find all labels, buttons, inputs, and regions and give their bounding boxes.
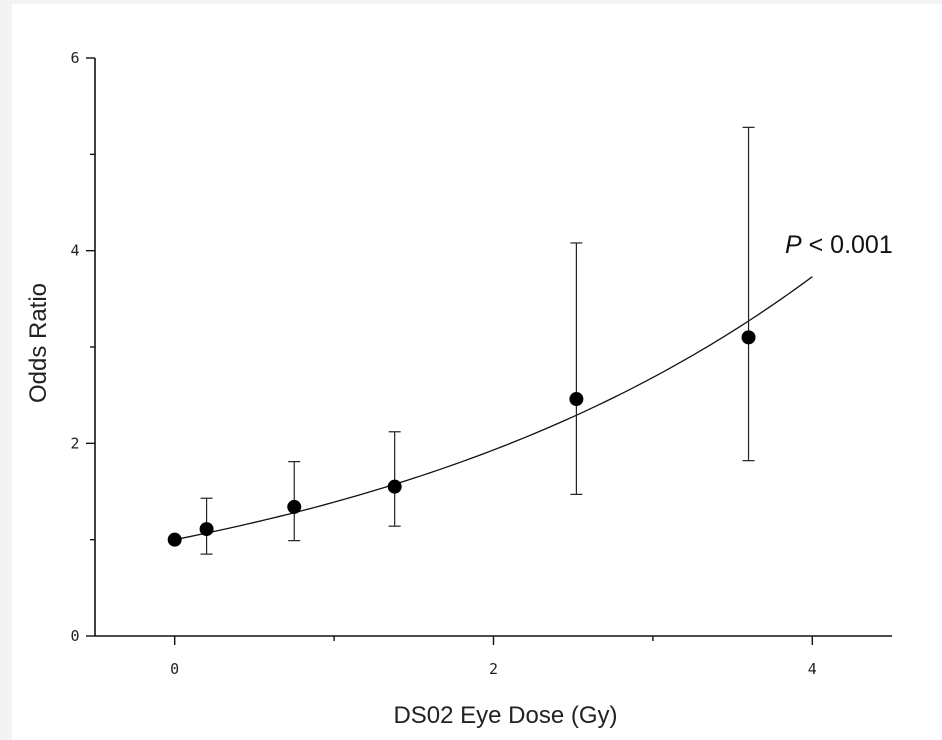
error-bar <box>388 431 401 527</box>
y-axis-label: Odds Ratio <box>25 283 52 403</box>
error-bar <box>742 126 755 462</box>
data-point <box>199 522 214 537</box>
error-bar <box>570 242 583 495</box>
data-point <box>741 330 756 345</box>
error-bars <box>200 126 755 555</box>
p-value-text: < 0.001 <box>802 231 893 259</box>
data-point <box>387 479 402 494</box>
y-tick-label: 4 <box>70 242 79 260</box>
y-tick-label: 0 <box>70 627 79 645</box>
x-tick-label: 4 <box>808 660 817 678</box>
y-tick-label: 2 <box>70 434 79 452</box>
x-tick-label: 0 <box>170 660 179 678</box>
fit-curve-layer <box>174 276 813 541</box>
x-tick-label: 2 <box>489 660 498 678</box>
axes: 0 2 4 0 2 4 6 <box>70 49 892 678</box>
x-axis-label: DS02 Eye Dose (Gy) <box>393 702 617 729</box>
y-tick-label: 6 <box>70 49 79 67</box>
chart-panel <box>12 4 942 740</box>
data-point <box>167 532 182 547</box>
p-symbol: P <box>785 231 802 259</box>
fit-curve <box>174 276 813 541</box>
data-point <box>287 499 302 514</box>
p-value-annotation: P < 0.001 <box>785 231 893 259</box>
data-point <box>569 392 584 407</box>
data-points <box>167 330 756 547</box>
